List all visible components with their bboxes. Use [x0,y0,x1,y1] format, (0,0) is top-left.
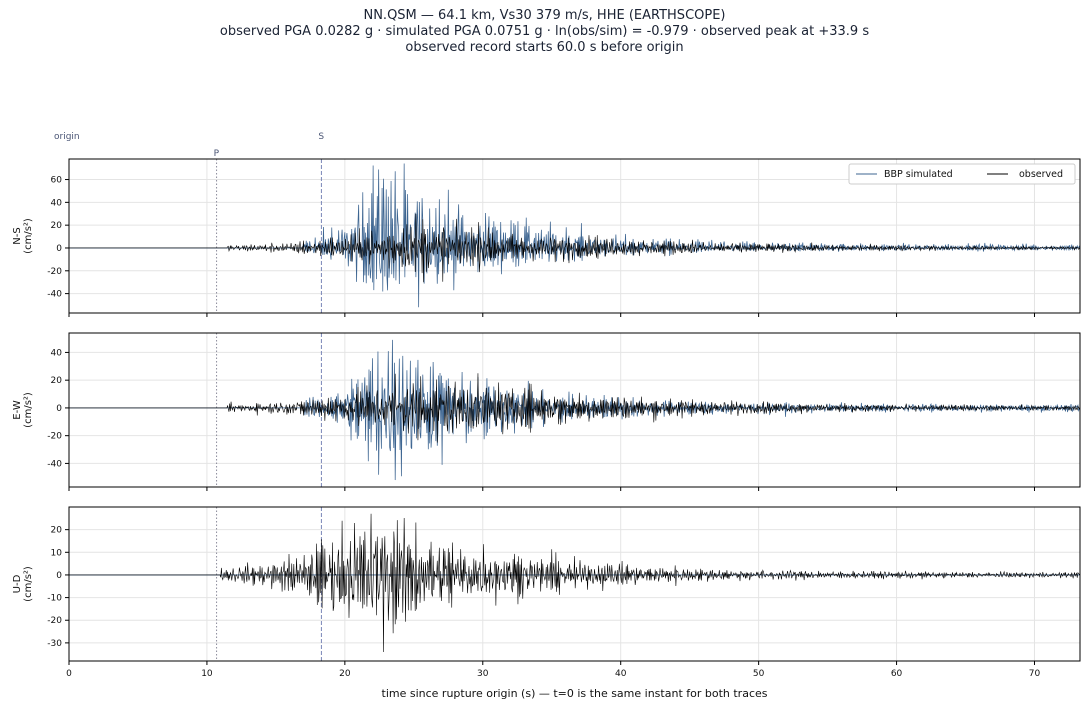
y-tick-label: 0 [56,404,62,414]
p-wave-label: P [214,149,220,159]
legend: BBP simulated observed [848,163,1076,185]
x-tick-label: 0 [66,669,72,679]
x-tick-label: 60 [891,669,903,679]
y-tick-label: 10 [51,548,63,558]
title-line-1: NN.QSM — 64.1 km, Vs30 379 m/s, HHE (EAR… [363,8,726,23]
y-tick-label: 0 [56,244,62,254]
y-axis-label: N-S(cm/s²) [12,218,34,254]
y-tick-label: -30 [47,639,62,649]
y-axis-label: U-D(cm/s²) [12,566,34,602]
series-line-observed [69,373,1080,443]
series-line-simulated [69,163,1080,308]
x-tick-label: 30 [477,669,489,679]
y-tick-label: -20 [47,616,62,626]
y-tick-label: 40 [51,198,63,208]
s-wave-label: S [318,132,324,142]
y-axis-label: E-W(cm/s²) [12,392,34,428]
x-tick-label: 50 [753,669,765,679]
panel-ud: -30 -20 -10 0 10 20 0 10 20 30 40 50 60 70 U-D(cm/s²) [12,506,1081,679]
panel-ew: -40 -20 0 20 40 E-W(cm/s²) [12,332,1081,491]
y-tick-label: -40 [47,290,62,300]
y-tick-label: -20 [47,267,62,277]
y-tick-label: -40 [47,459,62,469]
title-line-2: observed PGA 0.0282 g · simulated PGA 0.… [219,24,870,39]
y-tick-label: 60 [51,176,63,186]
series-line-observed [69,513,1080,652]
series-line-observed [69,213,1080,283]
x-tick-label: 20 [339,669,351,679]
x-tick-label: 10 [201,669,213,679]
y-tick-label: 40 [51,348,63,358]
panel-ns: -40 -20 0 20 40 60 N-S(cm/s²) [12,158,1081,317]
title-line-3: observed record starts 60.0 s before ori… [405,40,684,55]
legend-box [848,163,1076,185]
panel-frame [68,332,1081,488]
chart-title: NN.QSM — 64.1 km, Vs30 379 m/s, HHE (EAR… [0,8,1089,56]
legend-label-observed: observed [1019,169,1063,180]
y-tick-label: -20 [47,432,62,442]
panel-frame [68,158,1081,314]
legend-label-simulated: BBP simulated [884,169,953,180]
origin-label: origin [54,132,80,142]
y-tick-label: -10 [47,594,62,604]
y-tick-label: 0 [56,571,62,581]
panel-frame [68,506,1081,662]
series-line-simulated [69,339,1080,481]
x-tick-label: 70 [1029,669,1041,679]
x-axis-label: time since rupture origin (s) — t=0 is t… [382,687,768,700]
y-tick-label: 20 [51,526,63,536]
y-tick-label: 20 [51,376,63,386]
x-tick-label: 40 [615,669,627,679]
y-tick-label: 20 [51,221,63,231]
